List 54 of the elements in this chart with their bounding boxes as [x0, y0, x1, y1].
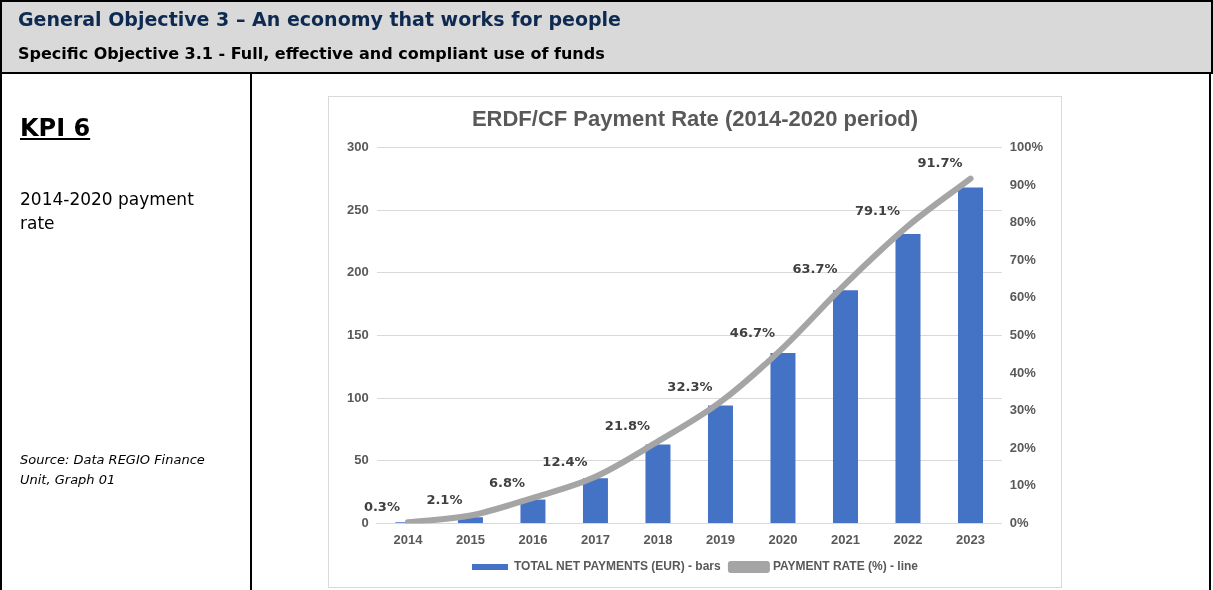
y2-tick-label: 50% — [1009, 326, 1037, 342]
x-tick-label: 2019 — [706, 531, 735, 547]
x-tick-label: 2021 — [831, 531, 860, 547]
x-tick-label: 2017 — [581, 531, 610, 547]
text: KPI 6 — [20, 114, 91, 142]
y2-tick-label: 10% — [1009, 477, 1037, 493]
y-tick-label: 0 — [361, 514, 369, 530]
bar — [770, 352, 796, 523]
y-tick-label: 250 — [346, 201, 369, 217]
x-tick-label: 2023 — [956, 531, 985, 547]
y2-tick-label: 30% — [1009, 402, 1037, 418]
bar — [582, 478, 608, 523]
bar — [707, 405, 733, 523]
y-tick-label: 100 — [346, 389, 369, 405]
x-tick-label: 2022 — [893, 531, 923, 547]
text: General Objective 3 – An economy that works for people — [18, 8, 621, 30]
y2-tick-label: 90% — [1009, 176, 1037, 192]
legend-label: PAYMENT RATE (%) - line — [772, 559, 919, 574]
bar — [520, 499, 546, 523]
bar — [958, 187, 983, 523]
y2-tick-label: 40% — [1009, 364, 1037, 380]
data-label: 2.1% — [426, 492, 463, 508]
bar — [895, 233, 921, 523]
x-tick-label: 2016 — [518, 531, 548, 547]
text: 2014-2020 payment rate — [20, 188, 195, 235]
chart-title: ERDF/CF Payment Rate (2014-2020 period) — [471, 106, 919, 132]
text: Specific Objective 3.1 - Full, effective and compliant use of funds — [18, 44, 605, 63]
y-tick-label: 300 — [346, 138, 369, 154]
legend-label: TOTAL NET PAYMENTS (EUR) - bars — [513, 559, 721, 574]
source-note: Source: Data REGIO Finance Unit, Graph 01 — [20, 451, 206, 489]
data-label: 0.3% — [363, 499, 400, 515]
y-tick-label: 150 — [346, 326, 369, 342]
y-tick-label: 200 — [346, 264, 369, 280]
y2-tick-label: 80% — [1009, 214, 1037, 230]
y2-tick-label: 0% — [1009, 514, 1029, 530]
y2-tick-label: 20% — [1009, 439, 1037, 455]
data-label: 21.8% — [604, 418, 650, 434]
x-tick-label: 2015 — [455, 531, 485, 547]
y2-tick-label: 70% — [1009, 251, 1037, 267]
data-label: 32.3% — [667, 378, 713, 394]
y-tick-label: 50 — [354, 452, 369, 468]
bar — [645, 444, 671, 523]
x-tick-label: 2018 — [643, 531, 673, 547]
x-tick-label: 2014 — [393, 531, 424, 547]
data-label: 79.1% — [854, 202, 900, 218]
y2-tick-label: 100% — [1009, 138, 1044, 154]
data-label: 12.4% — [542, 453, 588, 469]
bar — [832, 290, 858, 523]
data-label: 6.8% — [488, 474, 525, 490]
y2-tick-label: 60% — [1009, 289, 1037, 305]
data-label: 63.7% — [792, 260, 838, 276]
x-tick-label: 2020 — [768, 531, 798, 547]
data-label: 91.7% — [917, 155, 963, 171]
data-label: 46.7% — [729, 324, 775, 340]
